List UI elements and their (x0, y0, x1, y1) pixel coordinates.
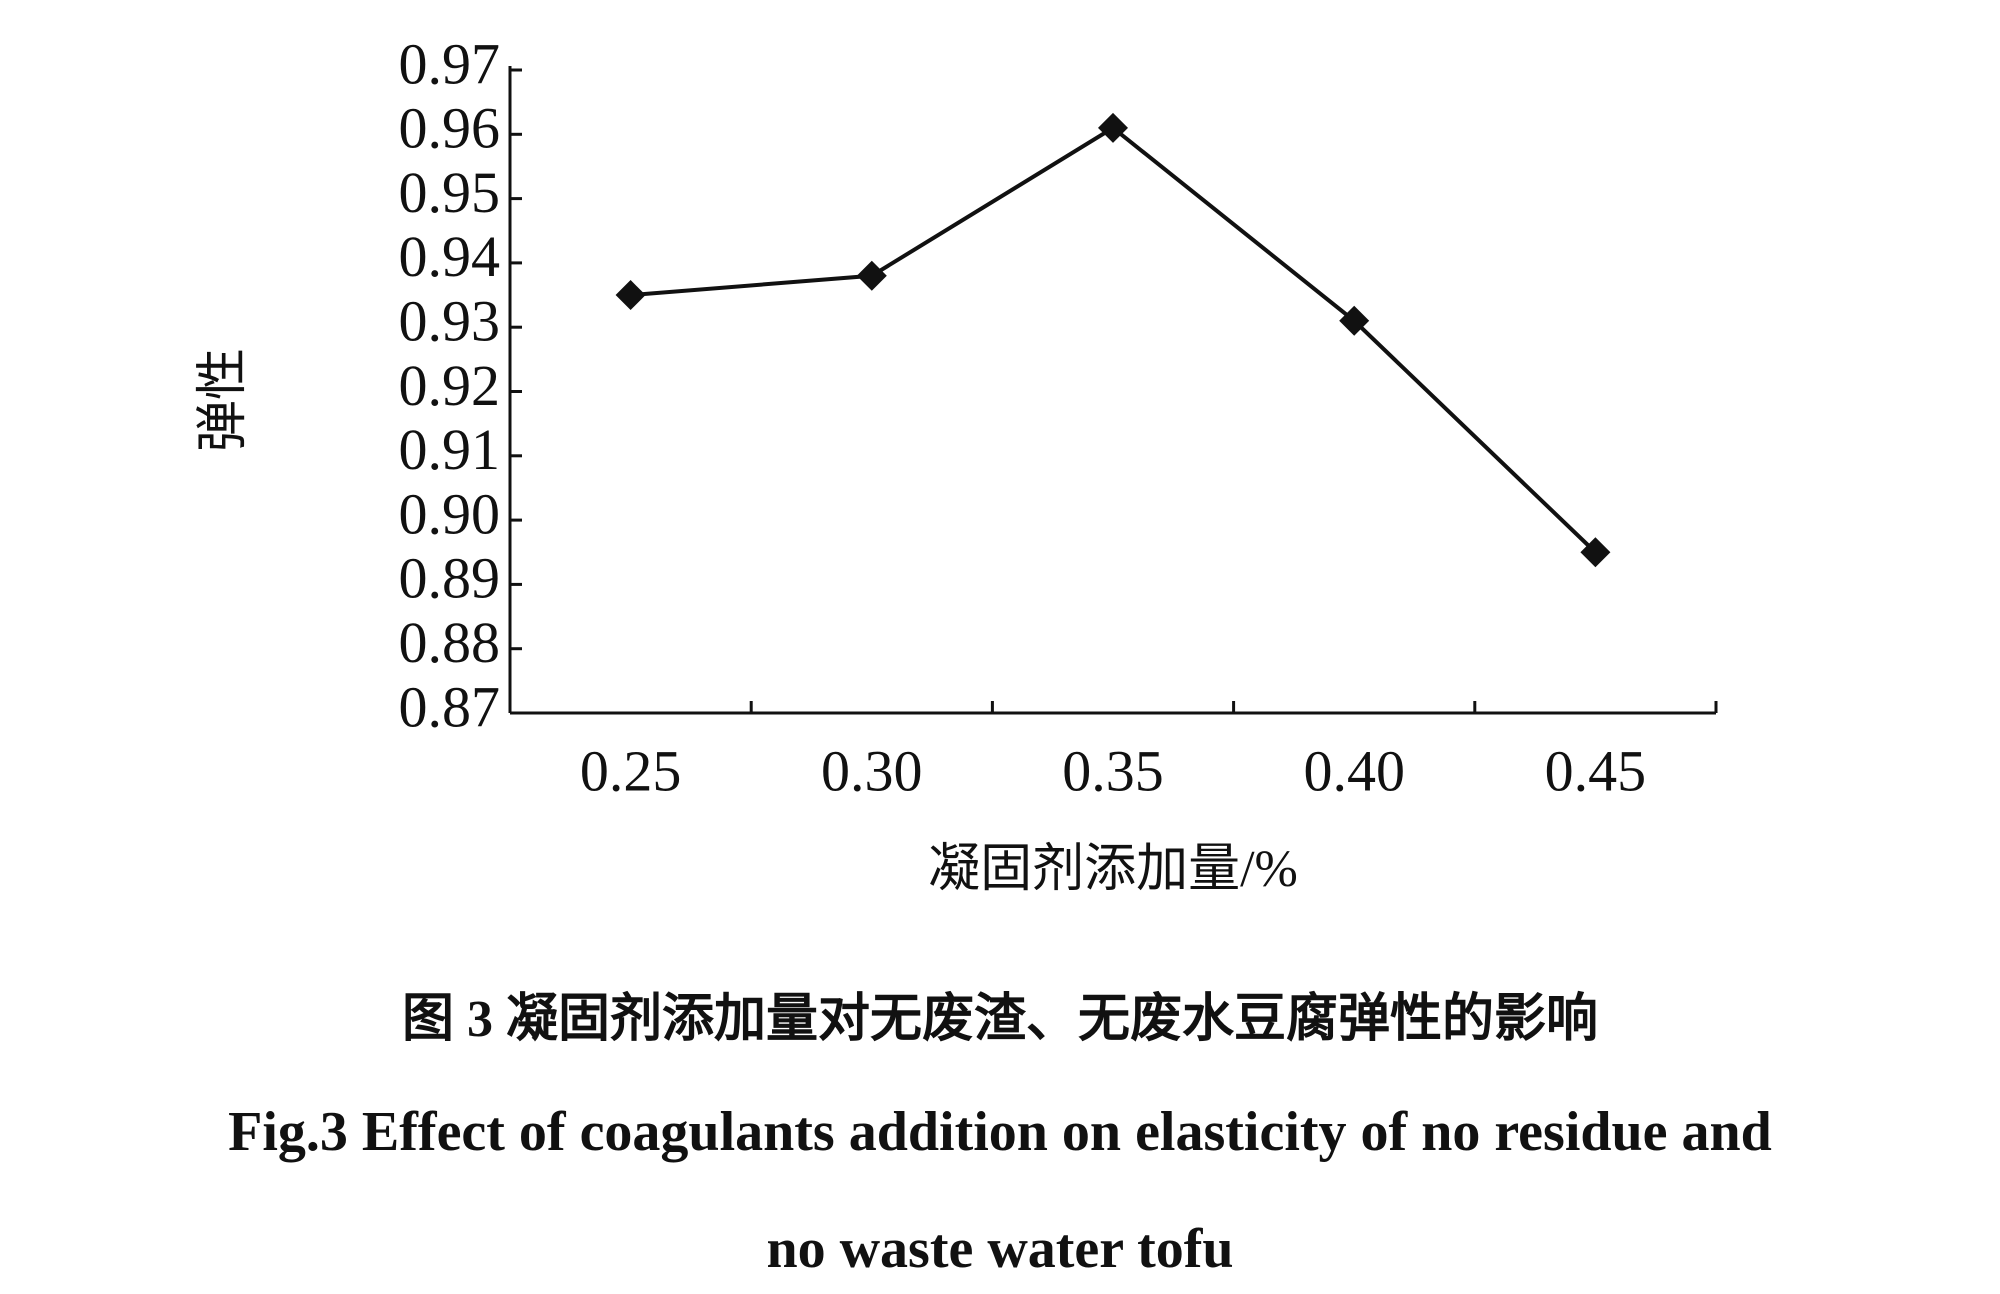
y-tick-label: 0.91 (399, 417, 501, 482)
y-tick-label: 0.89 (399, 546, 501, 611)
marker (1098, 112, 1128, 143)
y-tick-label: 0.93 (399, 289, 501, 354)
y-tick-label: 0.92 (399, 353, 501, 418)
marker (615, 280, 646, 311)
y-tick-label: 0.90 (399, 481, 501, 546)
y-tick-label: 0.94 (399, 224, 501, 289)
y-axis-title: 弹性 (195, 348, 252, 452)
caption-chinese: 图 3 凝固剂添加量对无废渣、无废水豆腐弹性的影响 (402, 990, 1598, 1048)
marker (856, 260, 887, 291)
x-axis-title: 凝固剂添加量/% (928, 841, 1298, 898)
y-tick-label: 0.96 (399, 96, 501, 161)
x-tick-label: 0.25 (580, 738, 682, 803)
y-tick-label: 0.88 (399, 610, 501, 675)
line (630, 125, 1597, 554)
x-tick-label: 0.35 (1062, 738, 1164, 803)
x-tick-label: 0.45 (1545, 738, 1647, 803)
y-tick-label: 0.95 (399, 160, 501, 225)
x-tick-label: 0.40 (1303, 738, 1405, 803)
y-tick-label: 0.97 (399, 31, 501, 96)
y-tick-label: 0.87 (399, 674, 501, 739)
caption-english: no waste water tofu (766, 1218, 1233, 1280)
marker (1339, 305, 1370, 336)
x-tick-label: 0.30 (821, 738, 923, 803)
caption-english: Fig.3 Effect of coagulants addition on e… (228, 1101, 1772, 1163)
marker (1580, 537, 1611, 568)
